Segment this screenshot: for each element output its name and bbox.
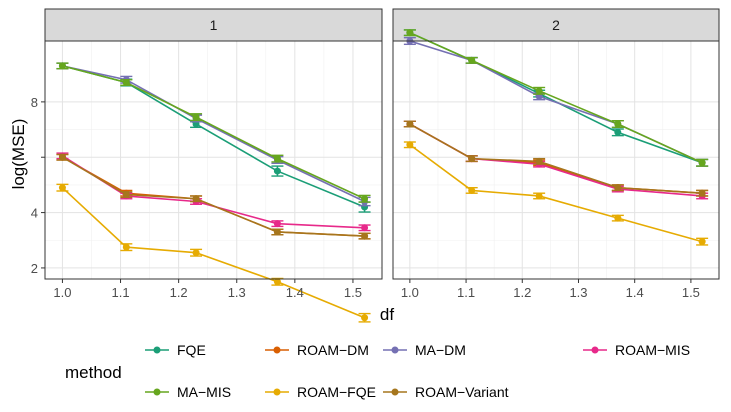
facet-panel-2: 2 1.0 1.1 1.2 1.3 1.4 1.5 — [392, 8, 720, 300]
data-point — [122, 243, 130, 251]
legend-key-point — [273, 388, 281, 396]
data-point — [58, 153, 66, 161]
x-tick-label: 1.4 — [626, 285, 644, 300]
data-point — [58, 184, 66, 192]
legend-key-point — [591, 346, 599, 354]
legend-item: FQE — [145, 342, 206, 358]
data-point — [406, 29, 414, 37]
facet-strip-label: 1 — [210, 17, 218, 33]
legend-key-point — [153, 346, 161, 354]
series-ma-mis — [403, 29, 709, 167]
y-tick-label: 8 — [31, 95, 38, 110]
x-axis-label: df — [380, 305, 394, 324]
data-point — [361, 314, 369, 322]
data-point — [58, 62, 66, 70]
legend-item: MA−DM — [383, 342, 466, 358]
data-point — [273, 220, 281, 228]
data-point — [273, 167, 281, 175]
data-point — [192, 195, 200, 203]
x-tick-label: 1.5 — [344, 285, 362, 300]
data-point — [535, 157, 543, 165]
facet-strip-label: 2 — [552, 17, 560, 33]
legend-key-point — [391, 346, 399, 354]
x-tick-label: 1.3 — [569, 285, 587, 300]
legend-item: ROAM−DM — [265, 342, 369, 358]
x-tick-label: 1.0 — [401, 285, 419, 300]
x-tick-label: 1.4 — [286, 285, 304, 300]
legend-title: method — [65, 363, 122, 382]
data-point — [614, 128, 622, 136]
series-roam-fqe — [56, 183, 371, 323]
data-point — [122, 79, 130, 87]
legend-label: MA−DM — [415, 342, 466, 358]
data-point — [361, 224, 369, 232]
legend-item: ROAM−MIS — [583, 342, 690, 358]
data-point — [361, 232, 369, 240]
x-tick-label: 1.2 — [170, 285, 188, 300]
data-point — [614, 120, 622, 128]
data-point — [535, 192, 543, 200]
data-point — [468, 186, 476, 194]
data-point — [273, 155, 281, 163]
legend-label: MA−MIS — [177, 384, 231, 400]
legend-item: MA−MIS — [145, 384, 231, 400]
series-roam-variant — [403, 120, 709, 197]
data-point — [614, 214, 622, 222]
x-tick-label: 1.5 — [682, 285, 700, 300]
x-tick-label: 1.3 — [228, 285, 246, 300]
facet-strip — [392, 8, 720, 42]
x-tick-label: 1.1 — [111, 285, 129, 300]
x-tick-label: 1.0 — [53, 285, 71, 300]
legend-key-point — [153, 388, 161, 396]
data-point — [273, 228, 281, 236]
legend-key-point — [391, 388, 399, 396]
series-roam-fqe — [403, 141, 709, 246]
legend-label: ROAM−MIS — [615, 342, 690, 358]
data-point — [698, 159, 706, 167]
data-point — [468, 56, 476, 64]
y-axis-label: log(MSE) — [9, 119, 28, 190]
data-point — [273, 278, 281, 286]
legend-label: ROAM−DM — [297, 342, 369, 358]
data-point — [406, 120, 414, 128]
data-point — [192, 249, 200, 257]
facet-strip — [44, 8, 383, 42]
data-point — [614, 184, 622, 192]
plot-background — [45, 41, 382, 279]
panel-border — [44, 40, 383, 280]
legend-item: ROAM−FQE — [265, 384, 376, 400]
legend-item: ROAM−Variant — [383, 384, 509, 400]
data-point — [406, 141, 414, 149]
data-point — [361, 195, 369, 203]
panel-border — [392, 40, 720, 280]
y-tick-label: 4 — [31, 206, 38, 221]
series-ma-mis — [56, 62, 371, 203]
data-point — [192, 113, 200, 121]
facet-panel-1: 1 1.0 1.1 1.2 1.3 1.4 1.5 2 4 8 — [31, 8, 383, 323]
data-point — [535, 87, 543, 95]
x-tick-label: 1.1 — [457, 285, 475, 300]
y-tick-label: 2 — [31, 261, 38, 276]
data-point — [698, 189, 706, 197]
legend-label: FQE — [177, 342, 206, 358]
data-point — [698, 238, 706, 246]
legend-label: ROAM−Variant — [415, 384, 509, 400]
data-point — [468, 155, 476, 163]
legend-key-point — [273, 346, 281, 354]
plot-background — [393, 41, 719, 279]
series-roam-variant — [56, 153, 371, 240]
x-tick-label: 1.2 — [513, 285, 531, 300]
data-point — [122, 191, 130, 199]
legend-label: ROAM−FQE — [297, 384, 376, 400]
